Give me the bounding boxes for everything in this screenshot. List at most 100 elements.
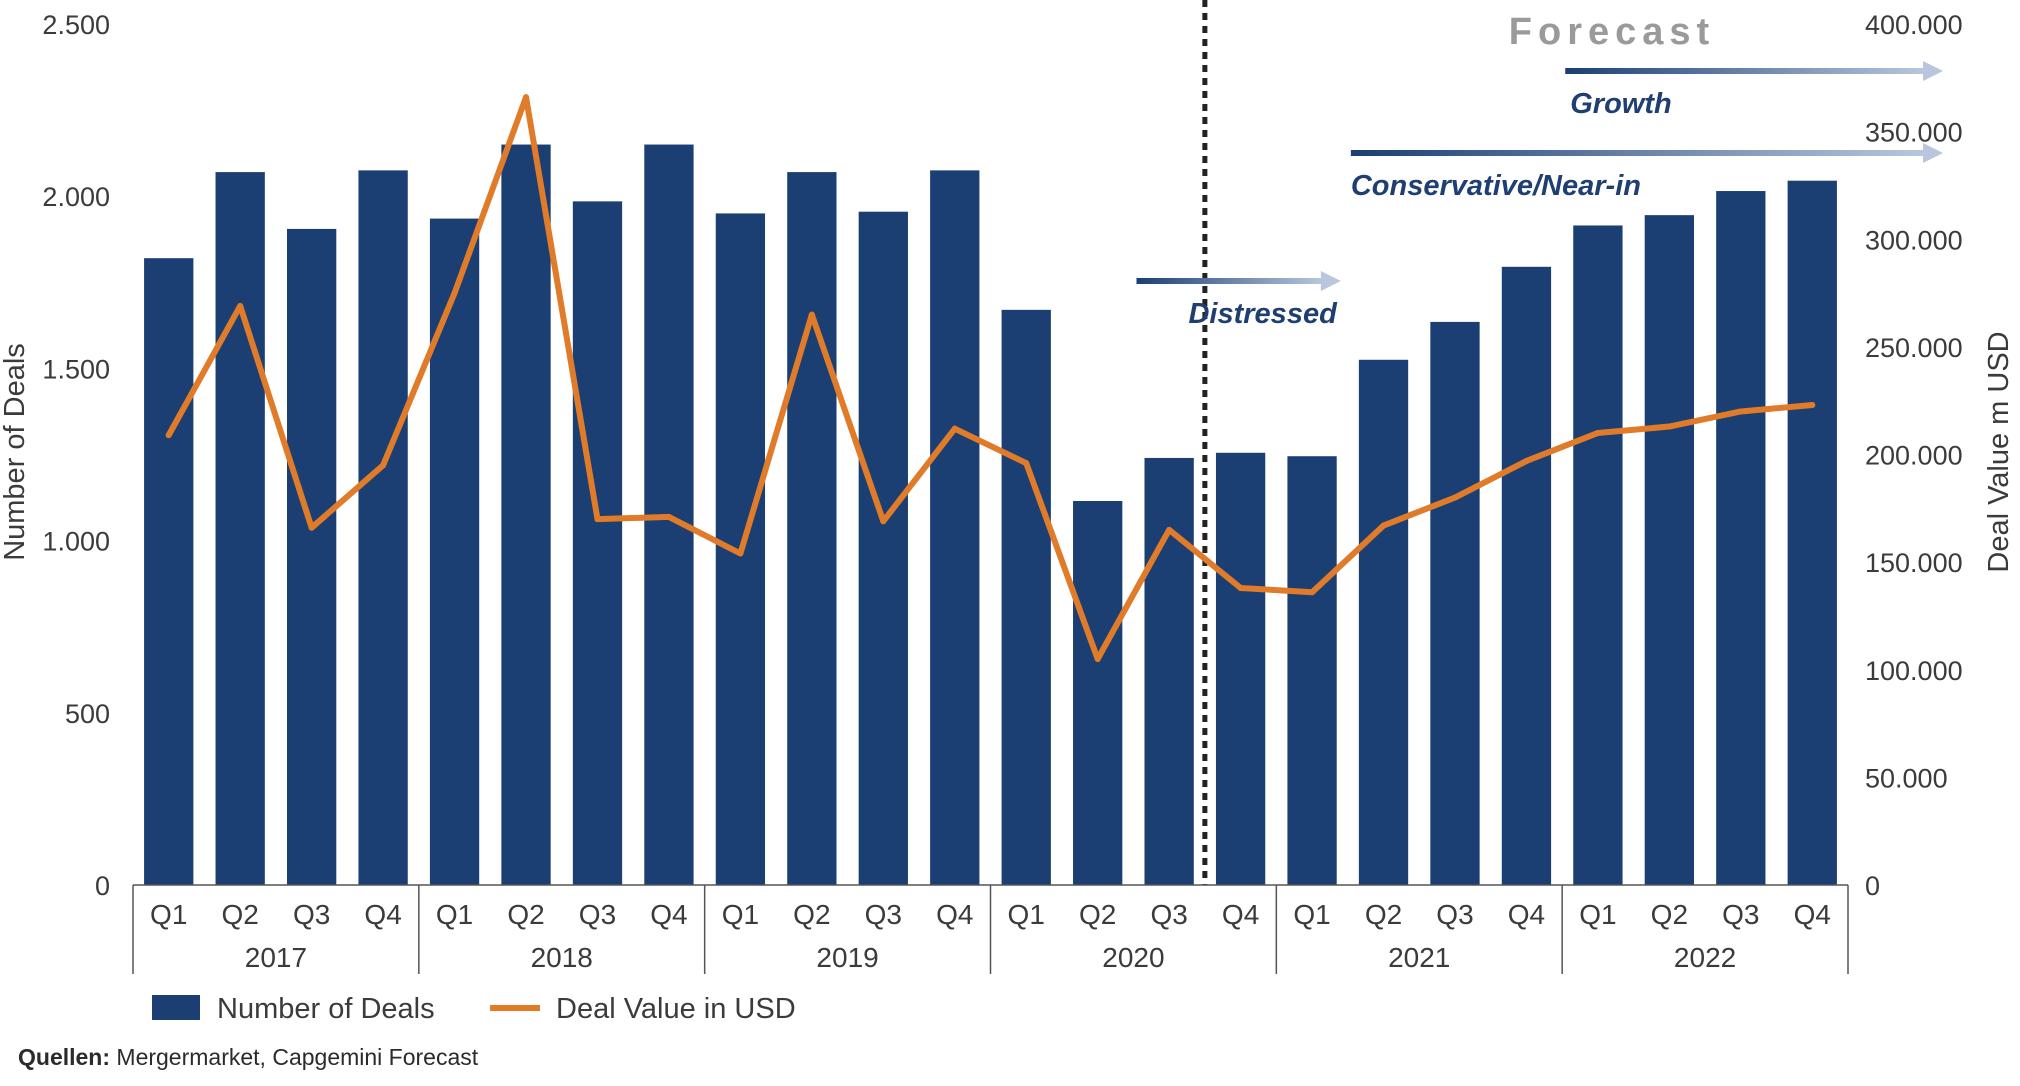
bar-23 bbox=[1787, 180, 1837, 885]
right-tick-label: 300.000 bbox=[1865, 225, 1963, 255]
line-point-9 bbox=[808, 311, 815, 318]
quarter-label: Q4 bbox=[650, 899, 687, 930]
bar-15 bbox=[1215, 452, 1266, 885]
line-point-15 bbox=[1237, 584, 1244, 591]
quarter-label: Q2 bbox=[222, 899, 259, 930]
bar-21 bbox=[1644, 215, 1695, 886]
right-tick-label: 100.000 bbox=[1865, 656, 1963, 686]
right-tick-label: 400.000 bbox=[1865, 10, 1963, 40]
annotation-label: Distressed bbox=[1188, 298, 1338, 330]
annotation-arrow-shaft bbox=[1350, 150, 1925, 156]
line-point-20 bbox=[1594, 429, 1601, 436]
source-label: Quellen: bbox=[18, 1044, 111, 1070]
bar-4 bbox=[429, 218, 480, 885]
quarter-label: Q4 bbox=[1794, 899, 1831, 930]
line-point-14 bbox=[1166, 526, 1173, 533]
annotation-arrow-head bbox=[1320, 271, 1341, 291]
forecast-label: Forecast bbox=[1509, 11, 1715, 53]
annotation-label: Conservative/Near-in bbox=[1351, 170, 1641, 202]
bar-series bbox=[144, 144, 1837, 886]
line-point-13 bbox=[1094, 655, 1101, 662]
right-tick-label: 0 bbox=[1865, 871, 1880, 901]
right-y-axis: 0 50.000 100.000 150.000 200.000 250.000 300.0… bbox=[1865, 10, 1963, 901]
legend-bar-swatch bbox=[152, 995, 200, 1020]
quarter-label: Q1 bbox=[1579, 899, 1616, 930]
line-series bbox=[165, 94, 1816, 662]
bar-20 bbox=[1573, 225, 1623, 885]
annotation-arrow-head bbox=[1923, 61, 1943, 81]
quarter-label: Q3 bbox=[865, 899, 902, 930]
source-text: Mergermarket, Capgemini Forecast bbox=[116, 1044, 479, 1070]
quarter-label: Q3 bbox=[1722, 899, 1759, 930]
bar-17 bbox=[1358, 359, 1409, 885]
line-point-0 bbox=[165, 432, 172, 439]
quarter-label: Q4 bbox=[1508, 899, 1545, 930]
quarter-label: Q4 bbox=[1222, 899, 1259, 930]
legend-line-label: Deal Value in USD bbox=[556, 993, 796, 1025]
year-label: 2019 bbox=[816, 942, 878, 973]
right-tick-label: 350.000 bbox=[1865, 118, 1963, 148]
left-y-axis: 0 500 1.000 1.500 2.000 2.500 bbox=[42, 10, 110, 901]
quarter-label: Q1 bbox=[1008, 899, 1045, 930]
bar-11 bbox=[930, 170, 980, 885]
left-tick-label: 0 bbox=[95, 871, 110, 901]
left-tick-label: 1.500 bbox=[42, 354, 110, 384]
annotation-arrow-head bbox=[1923, 143, 1943, 163]
line-point-1 bbox=[237, 302, 244, 309]
line-point-19 bbox=[1523, 457, 1530, 464]
bar-18 bbox=[1430, 321, 1480, 885]
left-tick-label: 2.000 bbox=[42, 182, 110, 212]
right-tick-label: 200.000 bbox=[1865, 441, 1963, 471]
left-tick-label: 2.500 bbox=[42, 10, 110, 40]
line-point-10 bbox=[880, 518, 887, 525]
line-point-22 bbox=[1737, 408, 1744, 415]
legend: Number of Deals Deal Value in USD bbox=[152, 993, 796, 1025]
line-point-2 bbox=[308, 524, 315, 531]
line-point-4 bbox=[451, 290, 458, 297]
quarter-label: Q3 bbox=[1436, 899, 1473, 930]
year-label: 2020 bbox=[1102, 942, 1164, 973]
left-axis-title: Number of Deals bbox=[0, 343, 31, 561]
left-tick-label: 500 bbox=[65, 699, 110, 729]
line-point-21 bbox=[1666, 423, 1673, 430]
line-point-6 bbox=[594, 516, 601, 523]
deal-value-line bbox=[165, 94, 1816, 662]
bar-14 bbox=[1144, 457, 1194, 885]
quarter-label: Q2 bbox=[793, 899, 830, 930]
quarter-label: Q2 bbox=[1365, 899, 1402, 930]
right-tick-label: 50.000 bbox=[1865, 763, 1948, 793]
bar-0 bbox=[144, 258, 194, 885]
quarter-label: Q1 bbox=[150, 899, 187, 930]
annotation-arrow-shaft bbox=[1565, 68, 1925, 74]
bar-6 bbox=[572, 201, 623, 886]
line-point-12 bbox=[1023, 460, 1030, 467]
quarter-label: Q2 bbox=[507, 899, 544, 930]
bar-19 bbox=[1501, 266, 1552, 885]
year-label: 2021 bbox=[1388, 942, 1450, 973]
line-point-8 bbox=[737, 550, 744, 557]
line-point-18 bbox=[1451, 494, 1458, 501]
quarter-label: Q4 bbox=[364, 899, 401, 930]
quarter-label: Q1 bbox=[436, 899, 473, 930]
annotation-label: Growth bbox=[1570, 88, 1672, 120]
quarter-label: Q3 bbox=[293, 899, 330, 930]
year-label: 2017 bbox=[245, 942, 307, 973]
right-axis-title: Deal Value m USD bbox=[1983, 331, 2015, 572]
left-tick-label: 1.000 bbox=[42, 527, 110, 557]
bar-16 bbox=[1287, 456, 1337, 885]
year-label: 2018 bbox=[531, 942, 593, 973]
line-point-23 bbox=[1809, 401, 1816, 408]
line-point-17 bbox=[1380, 522, 1387, 529]
bar-10 bbox=[858, 211, 908, 885]
quarter-label: Q1 bbox=[1293, 899, 1330, 930]
bar-9 bbox=[787, 172, 837, 886]
bar-22 bbox=[1716, 191, 1766, 885]
line-point-3 bbox=[380, 462, 387, 469]
source-note: Quellen: Mergermarket, Capgemini Forecas… bbox=[18, 1044, 478, 1071]
line-point-7 bbox=[665, 513, 672, 520]
bar-3 bbox=[358, 170, 408, 885]
quarter-label: Q2 bbox=[1079, 899, 1116, 930]
bar-13 bbox=[1073, 500, 1123, 885]
right-tick-label: 250.000 bbox=[1865, 333, 1963, 363]
